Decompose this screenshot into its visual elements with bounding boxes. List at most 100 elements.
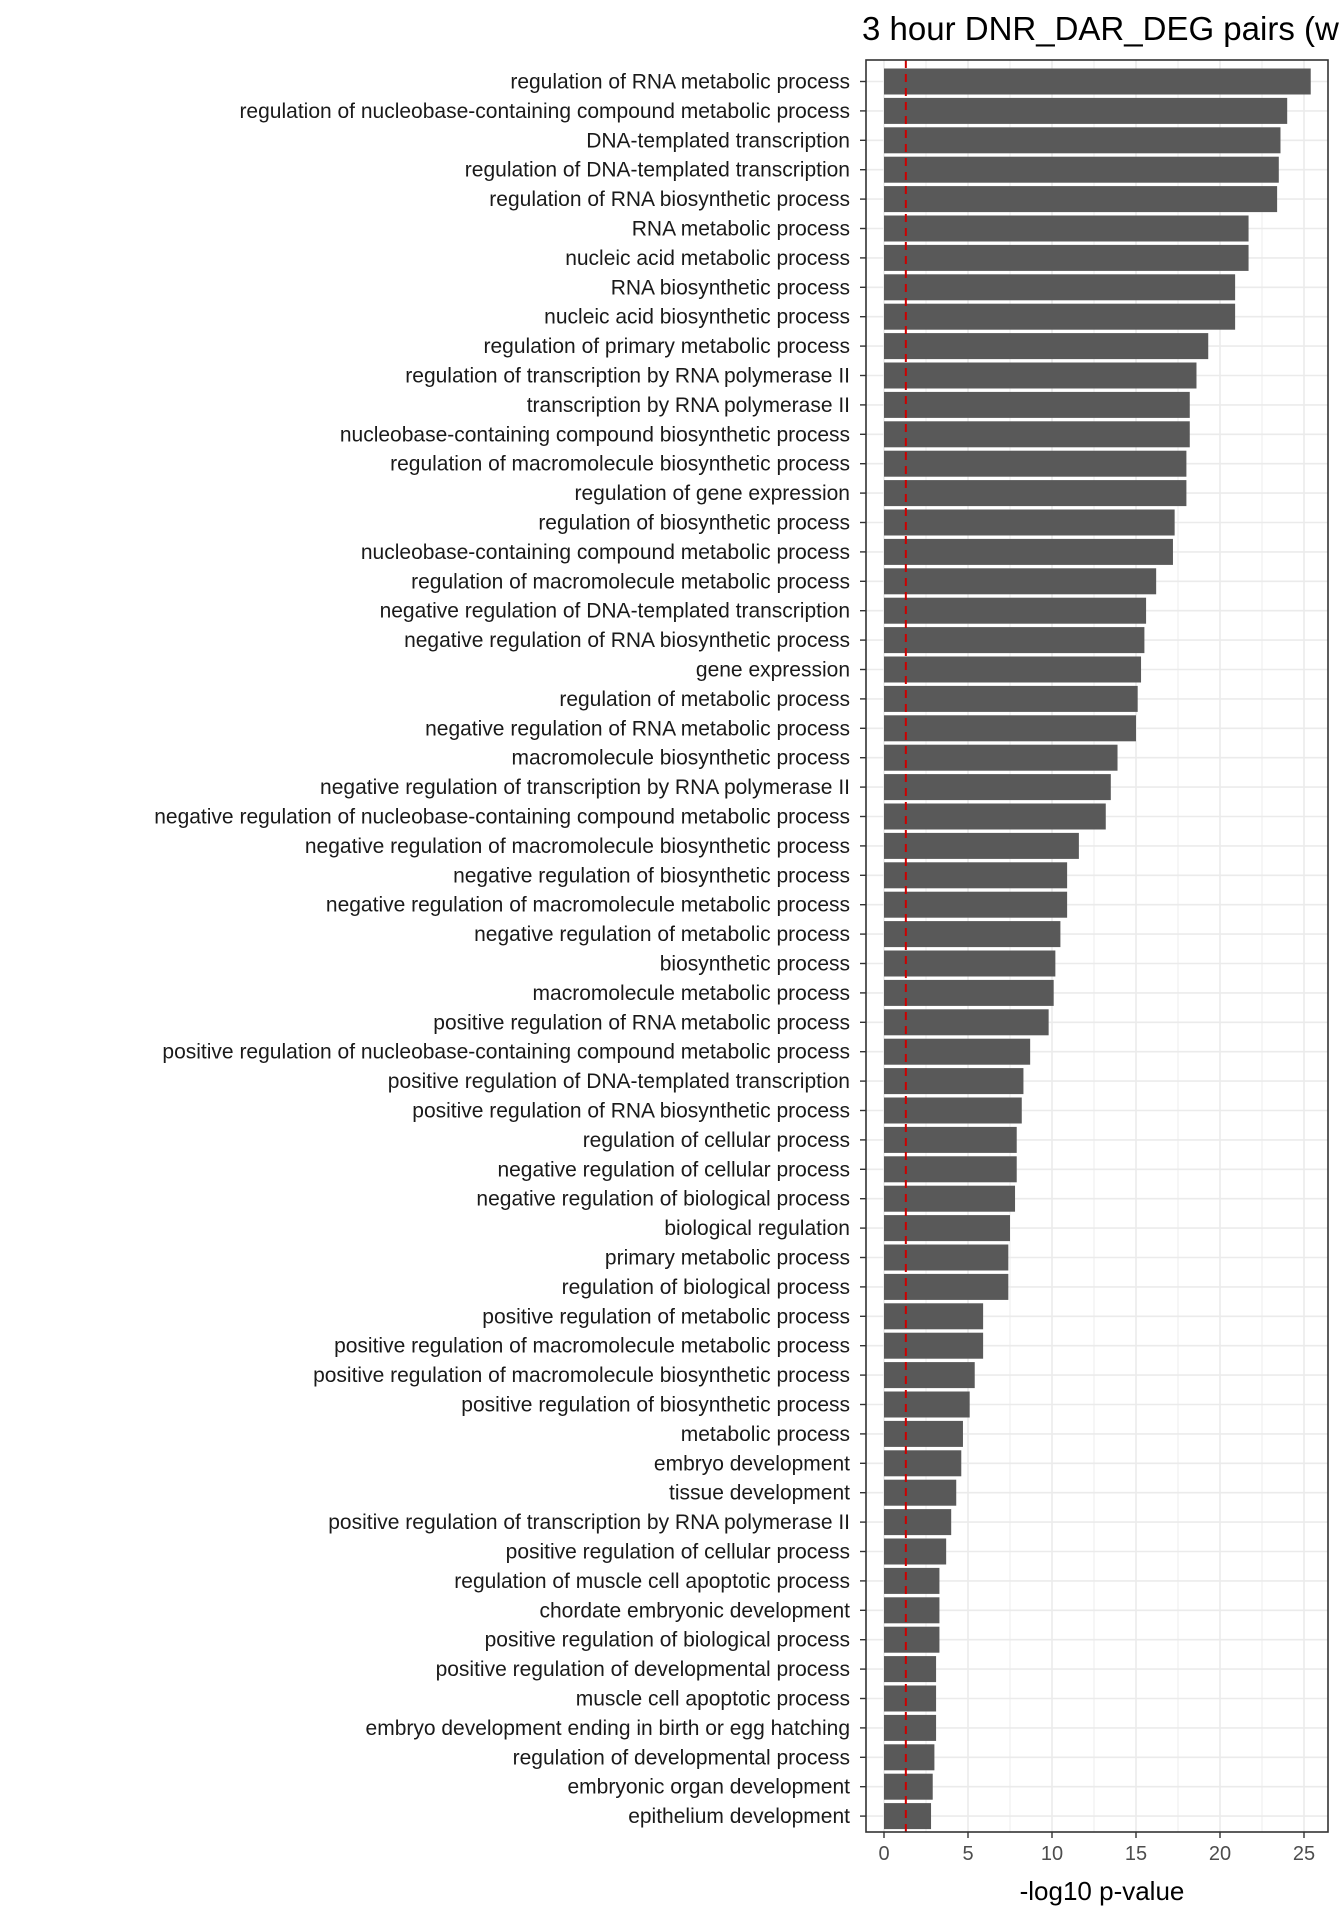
bar [884,1450,962,1477]
bar [884,244,1249,271]
x-axis-ticks: 0 5 10 15 20 25 [878,1832,1315,1865]
bar [884,1185,1016,1212]
category-label: nucleobase-containing compound metabolic… [361,541,850,564]
bar [884,538,1173,565]
category-label: regulation of gene expression [574,482,850,505]
x-tick-label: 25 [1293,1843,1315,1865]
bar [884,862,1068,889]
bar [884,685,1138,712]
bar [884,1773,933,1800]
bar [884,744,1118,771]
bars [884,68,1311,1830]
bar [884,1156,1017,1183]
bar [884,950,1056,977]
category-label: transcription by RNA polymerase II [527,394,850,417]
category-label: regulation of biological process [562,1276,850,1299]
category-label: nucleic acid biosynthetic process [544,306,850,329]
category-label: regulation of macromolecule metabolic pr… [411,570,850,593]
category-label: negative regulation of biosynthetic proc… [453,864,850,887]
category-label: regulation of developmental process [513,1746,850,1769]
category-label: negative regulation of RNA biosynthetic … [404,629,850,652]
bar [884,1332,984,1359]
bar [884,450,1187,477]
bar [884,1068,1024,1095]
category-label: positive regulation of RNA metabolic pro… [433,1011,850,1034]
bar [884,421,1190,448]
category-label: positive regulation of RNA biosynthetic … [412,1100,850,1123]
x-axis-title: -log10 p-value [1020,1876,1185,1906]
category-label: negative regulation of metabolic process [474,923,850,946]
category-label: nucleic acid metabolic process [565,247,850,270]
category-label: biological regulation [664,1217,850,1240]
category-label: RNA metabolic process [632,218,850,241]
bar [884,1244,1009,1271]
bar [884,656,1142,683]
bar [884,1656,937,1683]
category-label: chordate embryonic development [539,1599,850,1622]
bar [884,362,1197,389]
bar [884,1597,940,1624]
category-label: regulation of primary metabolic process [484,335,851,358]
category-label: regulation of RNA metabolic process [510,71,850,94]
bar [884,127,1281,154]
category-label: positive regulation of developmental pro… [436,1658,850,1681]
category-label: positive regulation of cellular process [506,1541,850,1564]
bar [884,1126,1017,1153]
bar [884,186,1278,213]
category-label: tissue development [669,1482,850,1505]
category-label: negative regulation of nucleobase-contai… [154,806,850,829]
category-label: positive regulation of DNA-templated tra… [388,1070,850,1093]
bar [884,1744,935,1771]
bar [884,303,1236,330]
bar [884,1685,937,1712]
category-label: positive regulation of nucleobase-contai… [162,1041,850,1064]
category-label: positive regulation of biosynthetic proc… [461,1394,850,1417]
bar [884,1097,1022,1124]
bar [884,274,1236,301]
category-label: embryonic organ development [568,1776,851,1799]
category-label: RNA biosynthetic process [611,276,850,299]
bar [884,568,1157,595]
category-label: embryo development ending in birth or eg… [366,1717,850,1740]
bar [884,1273,1009,1300]
bar [884,97,1288,124]
bar [884,1803,932,1830]
bar [884,1567,940,1594]
bar [884,1626,940,1653]
bar [884,1714,937,1741]
category-label: biosynthetic process [660,953,850,976]
category-label: regulation of nucleobase-containing comp… [239,100,850,123]
category-label: regulation of cellular process [583,1129,850,1152]
category-label: regulation of DNA-templated transcriptio… [465,159,850,182]
category-label: epithelium development [628,1805,850,1828]
bar [884,1215,1010,1242]
x-tick-label: 5 [962,1843,973,1865]
x-tick-label: 20 [1209,1843,1231,1865]
category-label: embryo development [654,1452,850,1475]
category-label: negative regulation of transcription by … [320,776,850,799]
bar [884,391,1190,418]
category-label: regulation of RNA biosynthetic process [489,188,850,211]
category-label: regulation of muscle cell apoptotic proc… [454,1570,850,1593]
category-label: negative regulation of macromolecule bio… [305,835,850,858]
category-label: negative regulation of macromolecule met… [326,894,850,917]
category-label: primary metabolic process [605,1247,850,1270]
plot-border [865,59,1329,1833]
bar [884,68,1311,95]
category-label: regulation of metabolic process [559,688,850,711]
category-label: negative regulation of biological proces… [476,1188,850,1211]
category-label: muscle cell apoptotic process [576,1688,850,1711]
bar [884,1009,1049,1036]
bar [884,333,1209,360]
category-label: negative regulation of RNA metabolic pro… [425,717,850,740]
bar [884,1538,947,1565]
category-label: positive regulation of metabolic process [482,1305,850,1328]
category-label: positive regulation of macromolecule bio… [313,1364,850,1387]
bar [884,1479,957,1506]
x-tick-label: 15 [1125,1843,1147,1865]
bar [884,597,1147,624]
bar [884,480,1187,507]
bar [884,1420,963,1447]
bar [884,1303,984,1330]
